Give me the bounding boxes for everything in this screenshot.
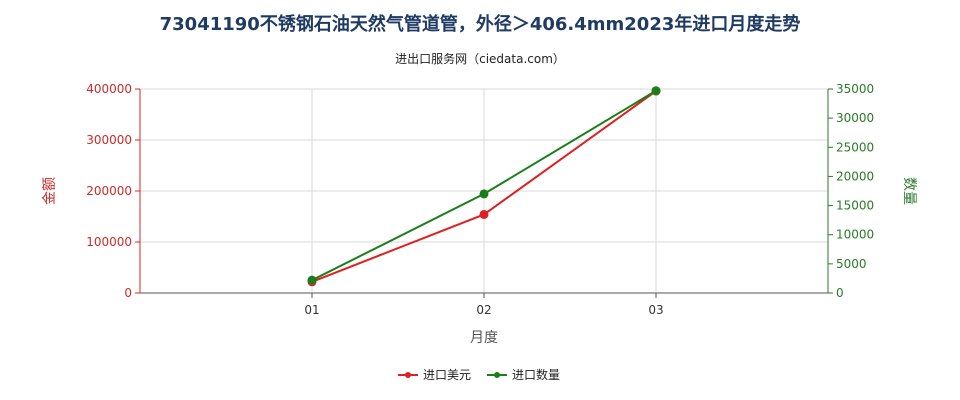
y-tick-right: 25000: [836, 140, 874, 154]
y-tick-right: 0: [836, 286, 844, 300]
data-point-import-qty: [307, 275, 317, 285]
legend-marker-import-usd: [405, 372, 411, 378]
series-points: [307, 86, 661, 287]
legend-item-import-qty[interactable]: 进口数量: [487, 367, 560, 382]
y-tick-right: 35000: [836, 82, 874, 96]
chart-subtitle: 进出口服务网（ciedata.com）: [395, 52, 565, 66]
y-tick-right: 20000: [836, 169, 874, 183]
y-tick-right: 15000: [836, 199, 874, 213]
x-tick: 01: [304, 303, 319, 317]
legend-item-import-usd[interactable]: 进口美元: [398, 368, 471, 382]
y-tick-right: 5000: [836, 257, 867, 271]
axes: [135, 88, 833, 298]
y-tick-right: 30000: [836, 111, 874, 125]
legend-marker-import-qty: [494, 372, 500, 378]
y-tick-left: 0: [124, 286, 132, 300]
legend-label-import-qty: 进口数量: [512, 367, 560, 382]
y-tick-left: 200000: [86, 184, 132, 198]
y-tick-right: 10000: [836, 228, 874, 242]
x-axis-label: 月度: [470, 330, 498, 346]
legend: 进口美元 进口数量: [398, 367, 560, 382]
y-tick-left: 300000: [86, 133, 132, 147]
y-tick-left: 100000: [86, 235, 132, 249]
data-point-import-usd: [479, 209, 489, 219]
x-tick: 02: [476, 303, 491, 317]
chart-title: 73041190不锈钢石油天然气管道管，外径＞406.4mm2023年进口月度走…: [159, 14, 801, 35]
x-tick: 03: [648, 303, 663, 317]
data-point-import-qty: [651, 86, 661, 96]
tick-labels: 0 100000 200000 300000 400000 0 5000 10000 15000…: [86, 82, 874, 317]
y-tick-left: 400000: [86, 82, 132, 96]
legend-label-import-usd: 进口美元: [423, 368, 471, 382]
y-axis-left-label: 金额: [42, 177, 58, 205]
y-axis-right-label: 数量: [901, 177, 917, 205]
data-point-import-qty: [479, 189, 489, 199]
